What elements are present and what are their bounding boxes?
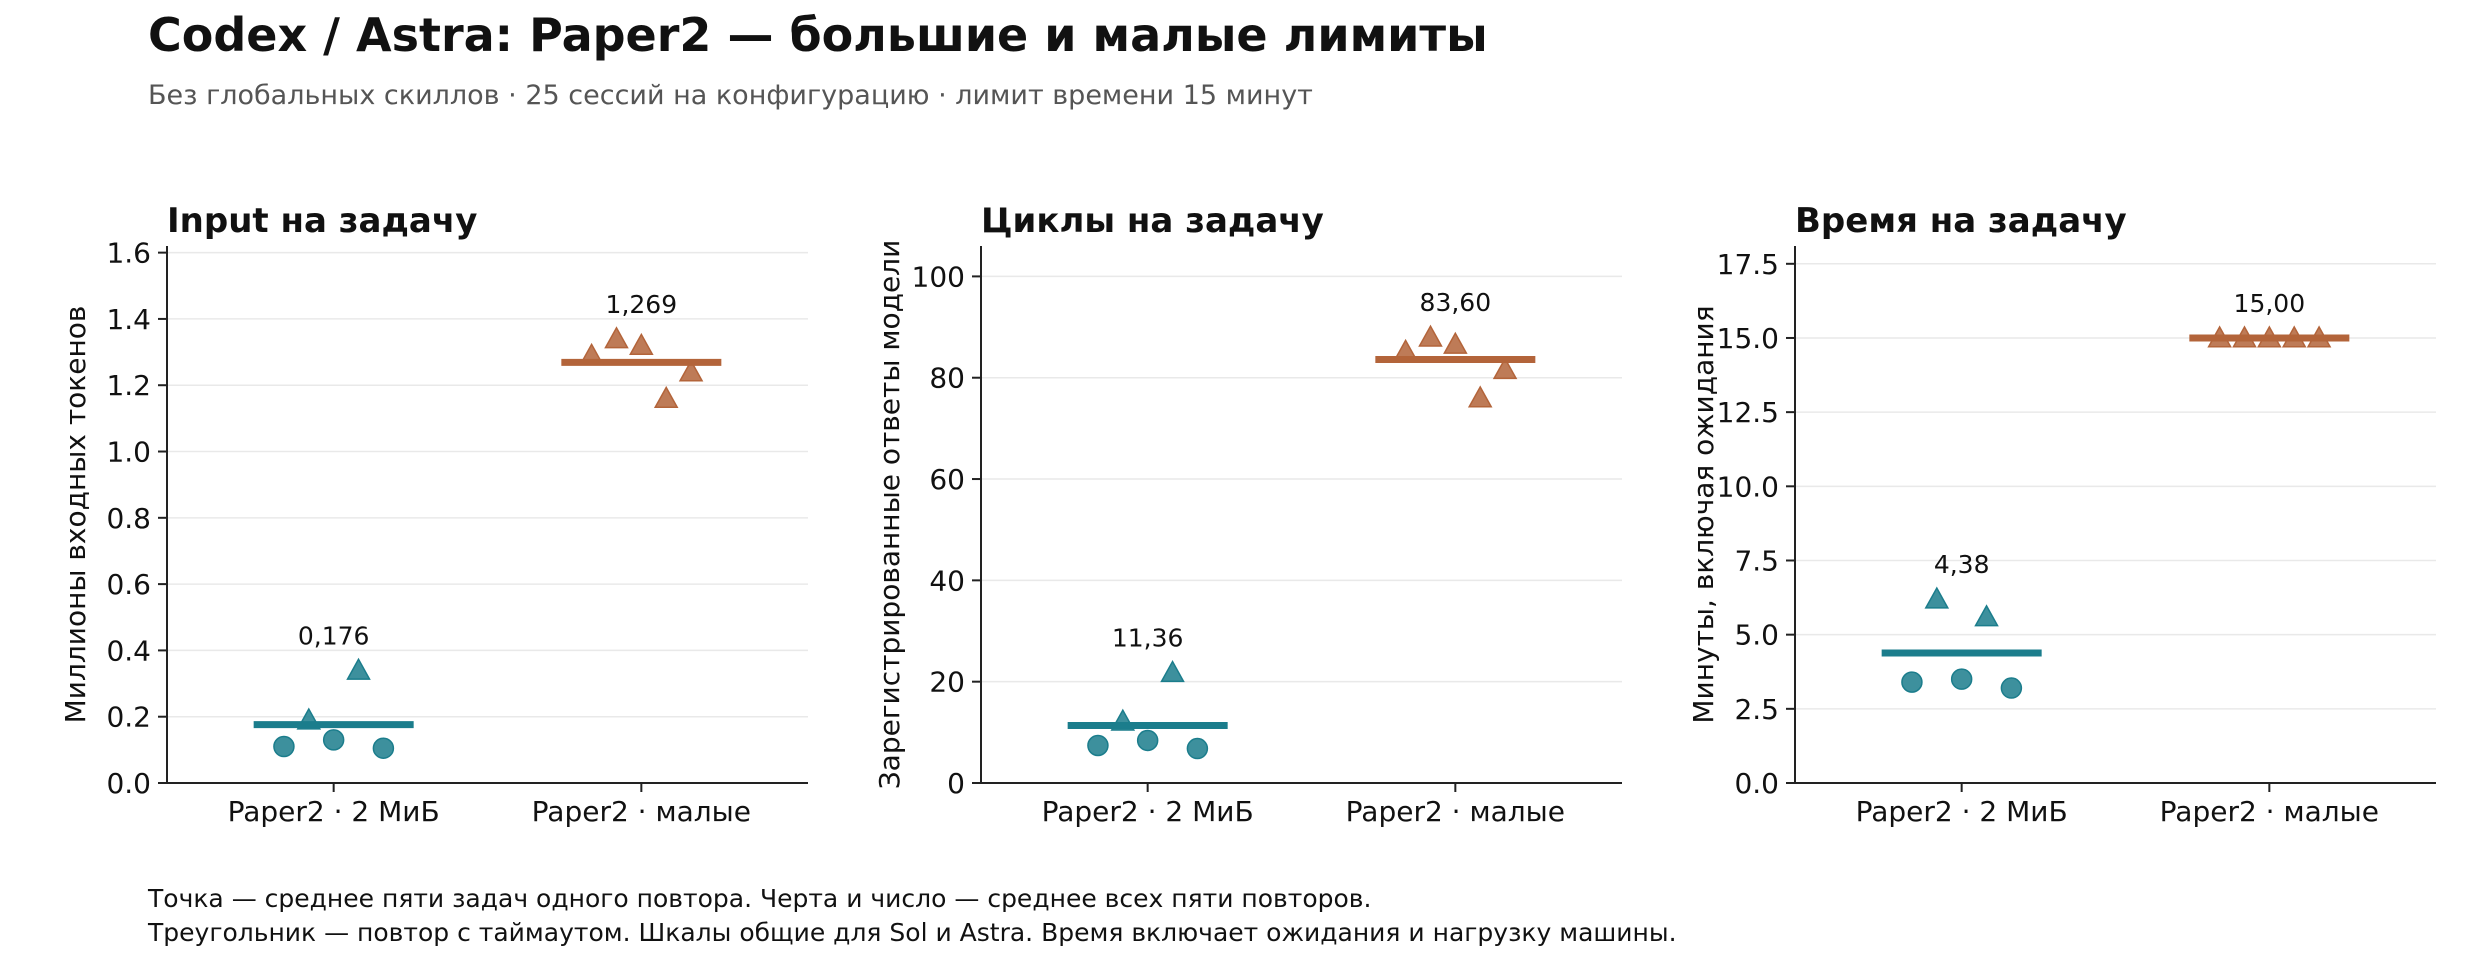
timeout-triangle-point xyxy=(2207,325,2232,348)
timeout-triangle-point xyxy=(346,657,371,680)
replicate-point xyxy=(1950,668,1973,690)
timeout-triangle-point xyxy=(1393,338,1418,361)
mean-value-label: 0,176 xyxy=(298,621,370,650)
footnote-line-1: Точка — среднее пяти задач одного повтор… xyxy=(148,884,1372,913)
timeout-triangle-point xyxy=(604,326,629,349)
timeout-triangle-point xyxy=(2257,325,2282,348)
page-title: Codex / Astra: Paper2 — большие и малые … xyxy=(148,8,1488,62)
y-tick-label: 0.0 xyxy=(106,767,151,800)
y-tick-label: 60 xyxy=(929,463,965,496)
replicate-point xyxy=(273,735,295,758)
y-tick-label: 1.2 xyxy=(106,369,151,402)
x-tick-label: Paper2 · 2 МиБ xyxy=(1042,795,1254,828)
mean-value-label: 1,269 xyxy=(606,290,678,319)
timeout-triangle-point xyxy=(1443,331,1468,354)
y-tick-label: 0.0 xyxy=(1734,767,1779,800)
y-axis-label: Зарегистрированные ответы модели xyxy=(873,240,906,790)
y-tick-label: 1.6 xyxy=(106,237,151,270)
replicate-point xyxy=(1901,671,1923,693)
y-tick-label: 15.0 xyxy=(1717,322,1779,355)
timeout-triangle-point xyxy=(296,707,322,730)
x-tick-label: Paper2 · малые xyxy=(1346,795,1565,828)
y-tick-label: 0.4 xyxy=(106,634,151,667)
x-tick-label: Paper2 · малые xyxy=(532,795,751,828)
y-tick-label: 0 xyxy=(947,767,965,800)
timeout-triangle-point xyxy=(579,342,604,365)
timeout-triangle-point xyxy=(1924,586,1950,609)
x-tick-label: Paper2 · малые xyxy=(2160,795,2379,828)
y-tick-label: 1.0 xyxy=(106,436,151,469)
y-tick-label: 12.5 xyxy=(1717,396,1779,429)
y-tick-label: 80 xyxy=(929,362,965,395)
replicate-point xyxy=(2000,677,2023,699)
y-tick-label: 20 xyxy=(929,666,965,699)
y-axis-label: Миллионы входных токенов xyxy=(59,306,92,724)
replicate-point xyxy=(372,737,395,759)
mean-value-label: 4,38 xyxy=(1934,550,1990,579)
y-tick-label: 7.5 xyxy=(1734,544,1779,577)
replicate-point xyxy=(1087,734,1109,757)
y-tick-label: 100 xyxy=(912,260,965,293)
replicate-point xyxy=(1136,729,1159,752)
y-tick-label: 5.0 xyxy=(1734,619,1779,652)
timeout-triangle-point xyxy=(2281,325,2307,348)
timeout-triangle-point xyxy=(629,332,654,355)
timeout-triangle-point xyxy=(678,359,704,382)
timeout-triangle-point xyxy=(1418,324,1443,347)
timeout-triangle-point xyxy=(2306,325,2332,348)
timeout-triangle-point xyxy=(1110,708,1136,731)
panel-title: Input на задачу xyxy=(167,201,477,241)
timeout-triangle-point xyxy=(1974,604,1999,627)
y-tick-label: 10.0 xyxy=(1717,470,1779,503)
replicate-point xyxy=(322,729,345,751)
timeout-triangle-point xyxy=(653,385,679,409)
timeout-triangle-point xyxy=(1467,385,1493,408)
y-tick-label: 17.5 xyxy=(1717,248,1779,281)
y-tick-label: 1.4 xyxy=(106,303,151,336)
y-tick-label: 0.6 xyxy=(106,568,151,601)
footnote-line-2: Треугольник — повтор с таймаутом. Шкалы … xyxy=(148,918,1677,947)
timeout-triangle-point xyxy=(2232,325,2257,348)
panel-title: Циклы на задачу xyxy=(981,201,1324,241)
replicate-point xyxy=(1186,737,1209,760)
mean-value-label: 15,00 xyxy=(2234,289,2306,318)
mean-value-label: 11,36 xyxy=(1112,624,1184,653)
x-tick-label: Paper2 · 2 МиБ xyxy=(228,795,440,828)
mean-value-label: 83,60 xyxy=(1420,288,1492,317)
page-subtitle: Без глобальных скиллов · 25 сессий на ко… xyxy=(148,80,1313,111)
timeout-triangle-point xyxy=(1160,660,1185,683)
y-tick-label: 0.2 xyxy=(106,701,151,734)
y-axis-label: Минуты, включая ожидания xyxy=(1687,305,1720,723)
panel-title: Время на задачу xyxy=(1795,201,2127,241)
y-tick-label: 40 xyxy=(929,564,965,597)
y-tick-label: 2.5 xyxy=(1734,693,1779,726)
y-tick-label: 0.8 xyxy=(106,502,151,535)
timeout-triangle-point xyxy=(1492,357,1518,380)
x-tick-label: Paper2 · 2 МиБ xyxy=(1856,795,2068,828)
